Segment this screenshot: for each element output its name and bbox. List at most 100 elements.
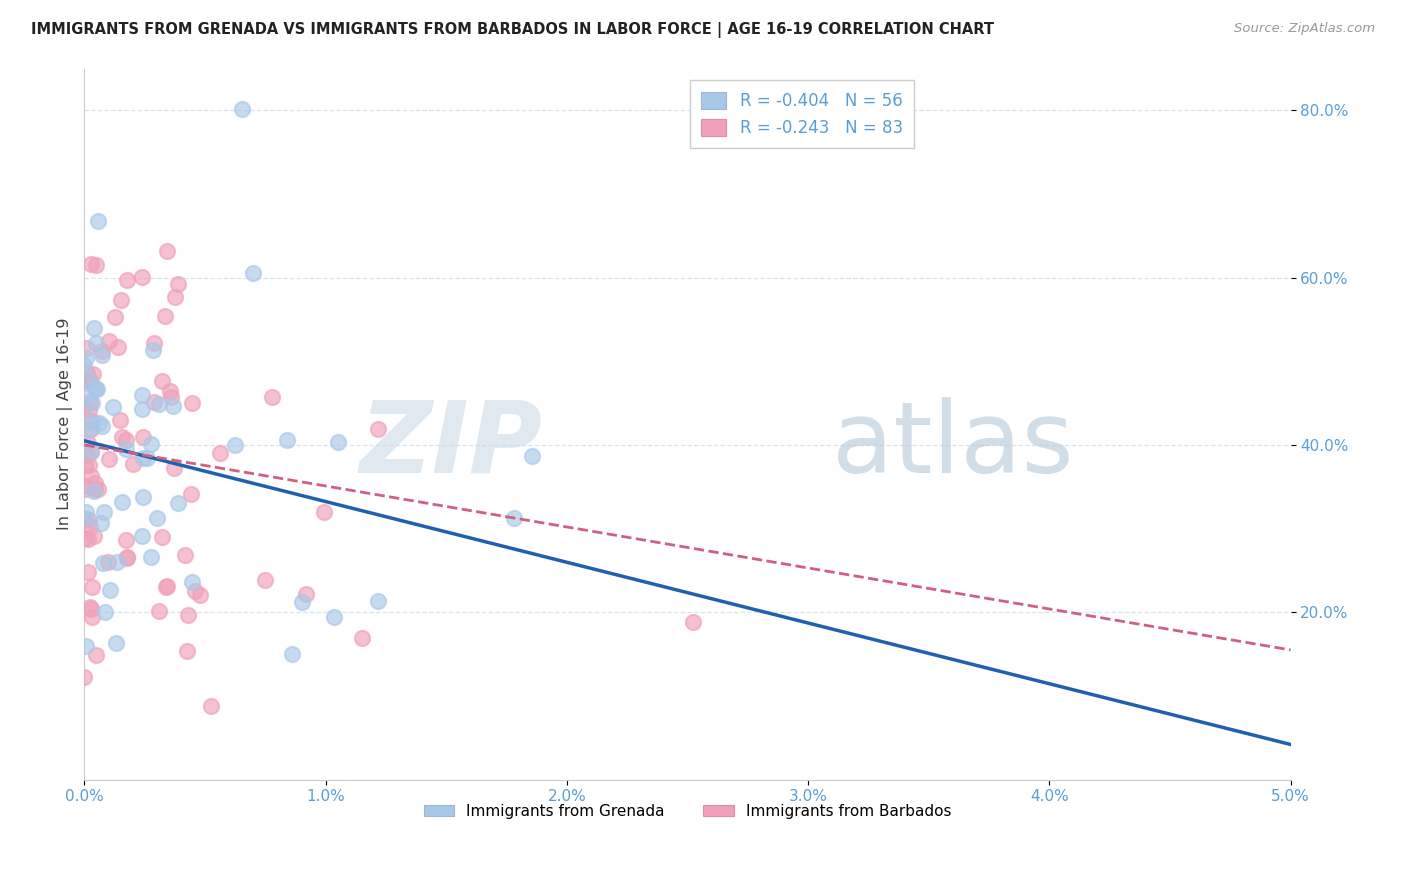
Point (77, 423, 100, 437)
Point (183, 583, 205, 598)
Point (76, 366, 98, 380)
Point (83, 476, 105, 491)
Point (87, 483, 110, 497)
Point (97, 555, 120, 569)
Text: ZIP: ZIP (360, 397, 543, 494)
Point (115, 273, 138, 287)
Point (152, 374, 174, 388)
Point (94, 605, 117, 619)
Point (82, 580, 104, 594)
Point (84, 648, 107, 662)
Point (188, 588, 211, 602)
Point (111, 430, 134, 444)
Point (110, 293, 132, 307)
Point (77, 415, 100, 429)
Point (148, 397, 170, 411)
Point (131, 529, 153, 543)
Point (156, 244, 179, 258)
Point (80, 395, 103, 409)
Point (111, 495, 134, 509)
Point (142, 343, 165, 357)
Point (131, 270, 153, 285)
Point (367, 422, 389, 436)
Point (142, 395, 165, 409)
Point (132, 451, 155, 466)
Point (177, 608, 200, 623)
Point (101, 400, 124, 414)
Point (84, 335, 107, 350)
Point (84, 258, 107, 272)
Point (75, 531, 97, 545)
Y-axis label: In Labor Force | Age 16-19: In Labor Force | Age 16-19 (58, 318, 73, 531)
Point (98, 451, 121, 466)
Point (79, 458, 101, 472)
Point (167, 496, 190, 510)
Point (281, 647, 304, 661)
Point (79, 599, 101, 614)
Point (84, 482, 107, 496)
Point (173, 548, 195, 562)
Point (86, 382, 108, 396)
Point (75, 351, 97, 366)
Point (77, 373, 100, 387)
Point (115, 549, 138, 564)
Point (115, 442, 138, 456)
Point (682, 615, 704, 629)
Point (115, 533, 138, 547)
Point (80, 469, 103, 483)
Point (159, 384, 181, 398)
Point (148, 604, 170, 618)
Point (91, 348, 114, 362)
Point (98, 334, 121, 348)
Point (83, 483, 105, 498)
Point (90, 419, 112, 434)
Point (132, 430, 155, 444)
Point (73, 458, 96, 472)
Point (176, 643, 198, 657)
Point (83, 529, 105, 543)
Point (165, 289, 187, 303)
Point (162, 399, 184, 413)
Point (80, 610, 103, 624)
Point (93, 505, 115, 519)
Point (91, 556, 114, 570)
Point (76, 391, 98, 405)
Point (91, 343, 114, 358)
Point (104, 310, 127, 325)
Point (84, 382, 107, 396)
Point (145, 511, 167, 525)
Point (107, 340, 129, 354)
Point (150, 530, 173, 544)
Point (80, 422, 103, 436)
Point (181, 395, 204, 409)
Point (208, 446, 231, 460)
Point (181, 574, 204, 589)
Point (200, 699, 222, 714)
Point (114, 434, 136, 448)
Point (166, 277, 188, 292)
Point (156, 579, 179, 593)
Point (108, 413, 131, 427)
Point (80, 444, 103, 458)
Point (79, 601, 101, 615)
Point (75, 511, 97, 525)
Point (73, 670, 96, 684)
Point (79, 520, 101, 534)
Point (139, 436, 162, 450)
Point (82, 414, 104, 428)
Point (131, 388, 153, 402)
Point (77, 565, 100, 579)
Point (76, 448, 98, 462)
Point (122, 457, 145, 471)
Point (131, 490, 153, 504)
Point (295, 587, 318, 601)
Point (76, 532, 98, 546)
Point (131, 402, 153, 417)
Point (163, 461, 186, 475)
Point (276, 433, 298, 447)
Point (73, 358, 96, 372)
Point (350, 631, 373, 645)
Point (139, 550, 162, 565)
Point (79, 395, 101, 409)
Point (502, 511, 524, 525)
